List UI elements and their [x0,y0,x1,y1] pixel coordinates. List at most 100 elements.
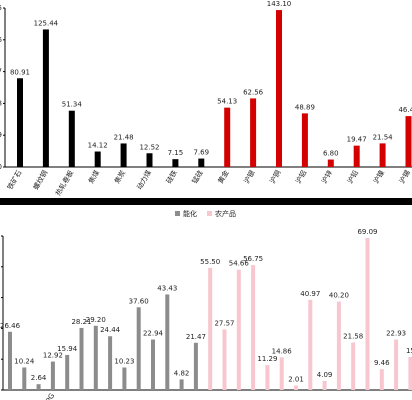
value-label: 11.29 [257,355,277,363]
value-label: 69.09 [357,228,377,236]
value-label: 143.10 [267,0,292,8]
value-label: 40.20 [329,292,349,300]
bar [250,98,257,167]
value-label: 22.94 [143,330,164,338]
bar [222,329,227,390]
value-label: 55.50 [200,258,220,266]
value-label: 15 [406,347,412,355]
value-label: 2.01 [288,376,304,384]
bar [327,159,334,167]
bar [405,116,412,167]
value-label: 10.23 [114,357,134,365]
value-label: 19.47 [347,136,367,144]
bar [394,339,399,390]
x-tick-label: 沪银 [242,169,257,186]
value-label: 14.12 [88,142,108,150]
x-tick-label: 沪铝 [294,169,309,186]
value-label: 12.92 [43,352,63,360]
value-label: 125.44 [34,19,59,27]
x-tick-label: 沪铜 [268,169,283,186]
value-label: 10.24 [14,357,35,365]
bar [301,113,308,167]
x-tick-label: 硅铁 [164,169,179,186]
bar [365,238,370,390]
y-tick-label: 29 [0,131,2,139]
value-label: 21.48 [114,133,134,141]
y-tick-label: 0 [0,163,2,171]
bar [379,369,384,390]
bar [17,78,23,167]
y-tick-label: 145 [0,4,2,12]
bar [68,110,75,167]
y-tick-label: 58 [0,99,2,107]
bar [42,29,49,168]
bar [336,301,341,390]
value-label: 24.44 [100,326,121,334]
value-label: 15.94 [57,345,78,353]
x-tick-label: LPG [43,392,57,400]
y-tick-label: 87 [0,68,2,76]
bar [50,361,55,390]
value-label: 4.09 [317,371,333,379]
legend-swatch [207,211,212,216]
bar [146,153,153,167]
bar [165,294,170,390]
bar [265,365,270,390]
bar [353,145,360,167]
value-label: 28.21 [71,318,91,326]
value-label: 7.15 [168,149,184,157]
x-tick-label: 动力煤 [135,169,153,192]
bar [308,299,313,390]
bar [36,384,41,390]
legend-swatch [175,211,180,216]
x-tick-label: 热轧卷板 [53,169,75,198]
bar [122,367,127,390]
value-label: 21.58 [343,333,363,341]
value-label: 22.93 [386,330,406,338]
bar [65,354,70,390]
bar [172,159,179,167]
value-label: 4.82 [174,369,190,377]
bar [151,339,155,390]
bar [294,385,298,390]
legend-label: 农产品 [215,209,236,218]
value-label: 43.43 [157,284,177,292]
bar [193,342,198,390]
value-label: 26.46 [0,322,21,330]
bar [136,307,141,390]
bar [279,357,284,390]
value-label: 54.13 [217,98,237,106]
x-tick-label: 铁矿石 [5,169,23,192]
value-label: 56.75 [243,255,263,263]
x-tick-label: 焦煤 [86,169,101,186]
bar [208,267,213,390]
value-label: 7.69 [194,149,210,157]
bar [276,10,282,167]
legend-label: 能化 [183,209,197,218]
bar [379,143,386,167]
value-label: 80.91 [10,68,30,76]
bar [322,381,327,390]
value-label: 12.52 [139,143,159,151]
x-tick-label: 沪锌 [319,169,334,186]
separator [0,198,412,205]
bar [351,342,356,390]
bar [93,325,98,390]
bar [79,327,84,390]
x-tick-label: 焦炭 [112,169,127,186]
bar [120,143,127,167]
value-label: 46.40 [398,106,412,114]
y-tick-label: 116 [0,36,3,44]
value-label: 21.47 [186,333,206,341]
bar [8,331,12,390]
value-label: 62.56 [243,88,264,96]
value-label: 9.46 [374,359,390,367]
x-tick-label: 锰硅 [190,169,205,186]
value-label: 27.57 [214,319,234,327]
bar [22,367,27,390]
x-tick-label: 黄金 [216,169,231,186]
bar [408,357,412,390]
bar [108,336,113,390]
bar [251,265,256,390]
value-label: 29.20 [86,316,106,324]
